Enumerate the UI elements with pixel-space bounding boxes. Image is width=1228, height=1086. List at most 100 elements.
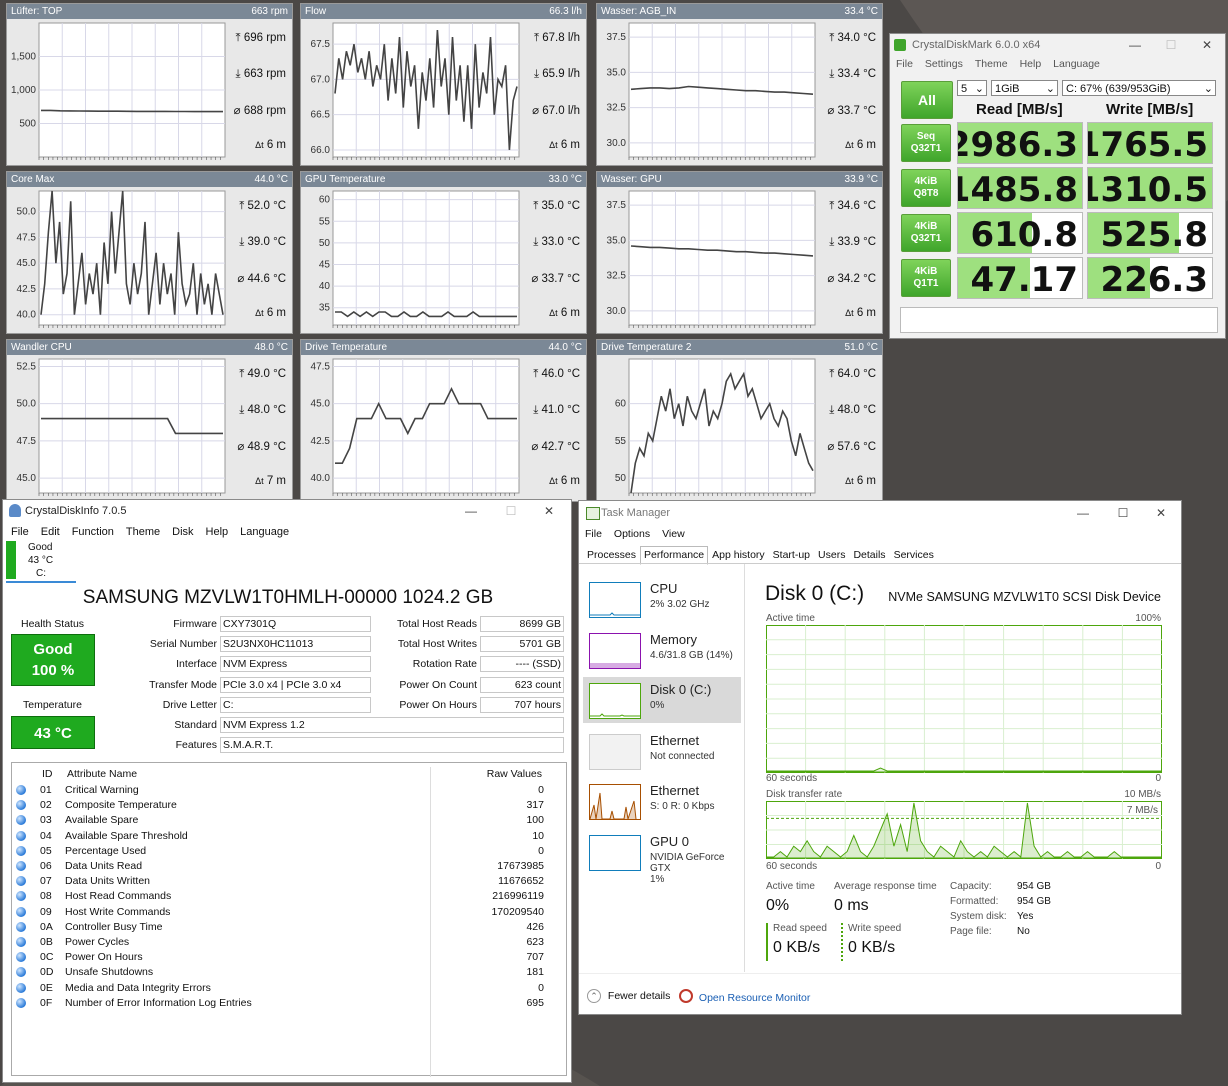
tab-app-history[interactable]: App history [712, 549, 765, 561]
write-score-bar [1088, 213, 1179, 253]
cdi-menu-disk[interactable]: Disk [172, 526, 194, 538]
sensor-avg-value: 48.9 °C [247, 441, 286, 453]
sensor-current-value: 66.3 l/h [549, 6, 582, 17]
cdi-menu-help[interactable]: Help [205, 526, 229, 538]
table-row[interactable]: 0B Power Cycles 623 [12, 935, 562, 950]
table-row[interactable]: 0C Power On Hours 707 [12, 950, 562, 965]
maximize-button[interactable]: ☐ [505, 504, 517, 518]
attribute-raw-value: 181 [526, 966, 544, 979]
attribute-name: Host Write Commands [65, 905, 171, 918]
benchmark-test-button[interactable]: Seq Q32T1 [901, 124, 951, 162]
sensor-stats: ⤒ 52.0 °C ⤓ 39.0 °C ⌀ 44.6 °C Δt 6 m [216, 187, 286, 333]
transfer-rate-mid: 7 MB/s [1126, 805, 1158, 816]
maximize-button[interactable]: ☐ [1117, 506, 1129, 520]
close-button[interactable]: ✕ [1155, 506, 1167, 520]
table-row[interactable]: 04 Available Spare Threshold 10 [12, 829, 562, 844]
page-file-label: Page file: [950, 926, 992, 937]
close-button[interactable]: ✕ [1201, 38, 1213, 52]
column-header-name[interactable]: Attribute Name [67, 768, 138, 780]
test-size-select[interactable]: 1GiB ⌄ [991, 80, 1058, 96]
cdm-menu-settings[interactable]: Settings [924, 58, 963, 70]
benchmark-test-button[interactable]: 4KiB Q8T8 [901, 169, 951, 207]
table-row[interactable]: 09 Host Write Commands 170209540 [12, 905, 562, 920]
maximize-button[interactable]: ☐ [1165, 38, 1177, 52]
tab-performance[interactable]: Performance [640, 546, 709, 565]
tab-users[interactable]: Users [818, 549, 846, 561]
close-button[interactable]: ✕ [543, 504, 555, 518]
status-dot-icon [16, 815, 26, 826]
sensor-avg: ⌀ 42.7 °C [531, 439, 580, 453]
tm-menu-file[interactable]: File [585, 528, 602, 540]
minimize-button[interactable]: — [465, 504, 477, 518]
transfer-rate-label: Disk transfer rate [766, 789, 843, 800]
cdi-menu-file[interactable]: File [11, 526, 29, 538]
tab-processes[interactable]: Processes [587, 549, 637, 561]
attribute-name: Data Units Written [65, 875, 150, 888]
tab-services[interactable]: Services [893, 549, 934, 561]
table-row[interactable]: 03 Available Spare 100 [12, 813, 562, 828]
table-row[interactable]: 0F Number of Error Information Log Entrie… [12, 996, 562, 1011]
cdi-menu-function[interactable]: Function [71, 526, 114, 538]
table-row[interactable]: 07 Data Units Written 11676652 [12, 874, 562, 889]
table-row[interactable]: 05 Percentage Used 0 [12, 844, 562, 859]
attribute-id: 0D [40, 966, 54, 979]
series-area [766, 767, 1162, 773]
attribute-name: Power Cycles [65, 936, 130, 948]
sensor-stats: ⤒ 46.0 °C ⤓ 41.0 °C ⌀ 42.7 °C Δt 6 m [510, 355, 580, 501]
fewer-details-button[interactable]: ⌃ Fewer details [587, 989, 670, 1003]
disk-selector-tab[interactable]: Good 43 °C C: [6, 541, 76, 583]
sensor-max-value: 49.0 °C [247, 368, 286, 380]
sidebar-item-ethernet-2[interactable]: Ethernet S: 0 R: 0 Kbps [583, 778, 741, 824]
table-row[interactable]: 01 Critical Warning 0 [12, 783, 562, 798]
benchmark-test-button[interactable]: 4KiB Q32T1 [901, 214, 951, 252]
cdm-menu-language[interactable]: Language [1053, 58, 1100, 70]
cdi-menu-language[interactable]: Language [240, 526, 290, 538]
cdi-menu-edit[interactable]: Edit [40, 526, 60, 538]
table-row[interactable]: 08 Host Read Commands 216996119 [12, 889, 562, 904]
sidebar-item-gpu[interactable]: GPU 0 NVIDIA GeForce GTX 1% [583, 829, 741, 885]
test-count-select[interactable]: 5 ⌄ [957, 80, 987, 96]
sidebar-item-cpu[interactable]: CPU 2% 3.02 GHz [583, 576, 741, 622]
max-icon: ⤒ [239, 368, 245, 380]
column-header-raw[interactable]: Raw Values [486, 768, 542, 780]
column-header-id[interactable]: ID [42, 768, 53, 780]
sensor-duration: Δt 6 m [549, 307, 580, 319]
smart-attribute-table[interactable]: ID Attribute Name Raw Values 01 Critical … [11, 762, 567, 1077]
cdm-menu-help[interactable]: Help [1019, 58, 1042, 70]
all-button[interactable]: All [901, 81, 953, 119]
cdm-menu-file[interactable]: File [896, 58, 913, 70]
benchmark-test-button[interactable]: 4KiB Q1T1 [901, 259, 951, 297]
sidebar-item-ethernet-1[interactable]: Ethernet Not connected [583, 728, 741, 774]
table-row[interactable]: 06 Data Units Read 17673985 [12, 859, 562, 874]
tm-menu-view[interactable]: View [662, 528, 685, 540]
cdm-menu-theme[interactable]: Theme [974, 58, 1008, 70]
table-row[interactable]: 0D Unsafe Shutdowns 181 [12, 965, 562, 980]
drive-select[interactable]: C: 67% (639/953GiB) ⌄ [1062, 80, 1216, 96]
tab-startup[interactable]: Start-up [772, 549, 811, 561]
tab-details[interactable]: Details [853, 549, 886, 561]
sidebar-item-memory[interactable]: Memory 4.6/31.8 GB (14%) [583, 627, 741, 673]
y-tick-label: 45.0 [17, 473, 37, 484]
table-row[interactable]: 0A Controller Busy Time 426 [12, 920, 562, 935]
table-row[interactable]: 0E Media and Data Integrity Errors 0 [12, 981, 562, 996]
cdi-menu-theme[interactable]: Theme [125, 526, 161, 538]
sidebar-item-sub: S: 0 R: 0 Kbps [650, 801, 715, 812]
sensor-avg-value: 67.0 l/h [542, 105, 580, 117]
sensor-stats: ⤒ 34.6 °C ⤓ 33.9 °C ⌀ 34.2 °C Δt 6 m [806, 187, 876, 333]
stat-read-label: Read speed [773, 923, 827, 934]
table-row[interactable]: 02 Composite Temperature 317 [12, 798, 562, 813]
tm-menu-options[interactable]: Options [613, 528, 651, 540]
task-manager-window: Task Manager — ☐ ✕ File Options View Proce… [578, 500, 1182, 1015]
minimize-button[interactable]: — [1077, 506, 1089, 520]
sensor-panel-title: GPU Temperature 33.0 °C [301, 172, 586, 187]
attribute-raw-value: 317 [526, 799, 544, 812]
cdm-comment-box[interactable] [900, 307, 1218, 333]
write-header: Write [MB/s] [1106, 101, 1194, 118]
test-queue: Q1T1 [913, 278, 939, 289]
open-resource-monitor-link[interactable]: Open Resource Monitor [679, 989, 810, 1004]
sensor-max: ⤒ 34.0 °C [829, 32, 876, 45]
sidebar-item-disk[interactable]: Disk 0 (C:) 0% [583, 677, 741, 723]
minimize-button[interactable]: — [1129, 38, 1141, 52]
status-dot-icon [16, 952, 26, 963]
disk-model: NVMe SAMSUNG MZVLW1T0 SCSI Disk Device [888, 590, 1161, 604]
